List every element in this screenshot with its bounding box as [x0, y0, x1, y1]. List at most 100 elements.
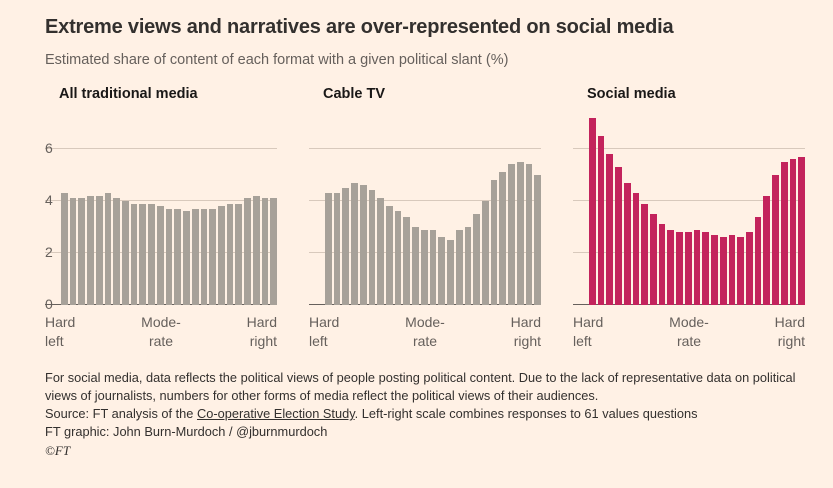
- bar: [351, 182, 358, 305]
- bar: [156, 206, 164, 305]
- x-label-line: Mode-: [141, 314, 181, 330]
- x-label-line: left: [573, 333, 592, 349]
- chart-title-traditional-media: All traditional media: [59, 86, 198, 102]
- bar: [525, 164, 533, 305]
- gridline: [45, 199, 277, 201]
- bar: [403, 216, 411, 305]
- bar: [174, 208, 182, 305]
- gridline: [573, 199, 805, 201]
- bar: [719, 237, 727, 305]
- footer: For social media, data reflects the poli…: [45, 369, 805, 460]
- bar: [684, 232, 692, 305]
- y-tick-label: 0: [45, 296, 53, 312]
- bar: [148, 203, 155, 305]
- bar: [455, 229, 463, 305]
- gridline: [573, 147, 805, 149]
- x-label-hard-left: Hard left: [573, 313, 603, 351]
- x-label-hard-left: Hard left: [45, 313, 75, 351]
- charts-row: All traditional media 0 2 4 6 Hard left Mod…: [45, 85, 805, 351]
- bar: [252, 195, 260, 305]
- x-label-moderate: Mode- rate: [405, 313, 445, 351]
- bar: [333, 193, 341, 305]
- bar: [61, 193, 68, 305]
- chart-panel-cable-tv: Cable TV Hard left Mode- rate Hard right: [309, 85, 541, 351]
- x-label-hard-right: Hard right: [511, 313, 541, 351]
- bars-group: [61, 115, 277, 305]
- source-prefix: Source: FT analysis of the: [45, 406, 197, 421]
- bar: [217, 206, 225, 305]
- bar: [139, 203, 147, 305]
- bars-group: [589, 115, 805, 305]
- bar: [534, 174, 541, 305]
- page-subtitle: Estimated share of content of each forma…: [45, 52, 509, 68]
- x-label-line: left: [45, 333, 64, 349]
- bar: [658, 224, 666, 305]
- bar: [104, 193, 112, 305]
- bar: [606, 154, 614, 305]
- x-axis-labels: Hard left Mode- rate Hard right: [309, 313, 541, 351]
- bars-group: [325, 115, 541, 305]
- gridline: [309, 199, 541, 201]
- bar: [377, 198, 385, 305]
- x-label-moderate: Mode- rate: [141, 313, 181, 351]
- chart-plot-traditional-media: 0 2 4 6: [45, 115, 277, 312]
- gridline: [45, 147, 277, 149]
- bar: [516, 161, 524, 305]
- bar: [737, 237, 744, 305]
- credit-line: FT graphic: John Burn-Murdoch / @jburnmu…: [45, 424, 328, 439]
- bar: [780, 161, 788, 305]
- chart-title-social-media: Social media: [587, 86, 676, 102]
- x-label-line: Hard: [573, 314, 604, 330]
- bar: [429, 229, 437, 305]
- chart-title-cable-tv: Cable TV: [323, 86, 386, 102]
- bar: [325, 193, 332, 305]
- bar: [464, 226, 472, 305]
- x-label-line: rate: [412, 333, 438, 349]
- bar: [728, 234, 736, 305]
- bar: [386, 206, 393, 305]
- bar: [235, 203, 243, 305]
- bar: [667, 229, 675, 305]
- bar: [69, 198, 77, 305]
- footnote: For social media, data reflects the poli…: [45, 370, 796, 403]
- x-label-hard-right: Hard right: [247, 313, 277, 351]
- bar: [165, 208, 173, 305]
- bar: [183, 211, 190, 305]
- bar: [394, 211, 402, 305]
- bar: [615, 167, 622, 305]
- chart-panel-social-media: Social media Hard left Mode- rate Hard r…: [573, 85, 805, 351]
- bar: [623, 182, 631, 305]
- bar: [342, 187, 350, 305]
- x-label-line: Hard: [246, 314, 277, 330]
- bar: [209, 208, 216, 305]
- x-label-line: Mode-: [405, 314, 445, 330]
- y-tick-label: 6: [45, 139, 53, 156]
- x-label-moderate: Mode- rate: [669, 313, 709, 351]
- bar: [473, 213, 480, 305]
- page-title: Extreme views and narratives are over-re…: [45, 16, 674, 38]
- y-tick-label: 4: [45, 191, 53, 208]
- chart-plot-social-media: [573, 115, 805, 305]
- x-label-line: Mode-: [669, 314, 709, 330]
- bar: [226, 203, 234, 305]
- bar: [87, 195, 94, 305]
- x-axis-labels: Hard left Mode- rate Hard right: [45, 313, 277, 351]
- bar: [270, 198, 277, 305]
- bar: [481, 200, 489, 305]
- x-label-line: Hard: [774, 314, 805, 330]
- bar: [359, 185, 367, 305]
- bar: [589, 117, 596, 305]
- bar: [789, 159, 797, 305]
- x-axis-labels: Hard left Mode- rate Hard right: [573, 313, 805, 351]
- x-label-line: right: [249, 333, 277, 349]
- x-label-line: rate: [148, 333, 174, 349]
- bar: [420, 229, 428, 305]
- bar: [412, 226, 419, 305]
- bar: [122, 200, 129, 305]
- bar: [191, 208, 199, 305]
- bar: [632, 193, 640, 305]
- bar: [261, 198, 269, 305]
- source-link[interactable]: Co-operative Election Study: [196, 406, 355, 421]
- bar: [499, 172, 507, 305]
